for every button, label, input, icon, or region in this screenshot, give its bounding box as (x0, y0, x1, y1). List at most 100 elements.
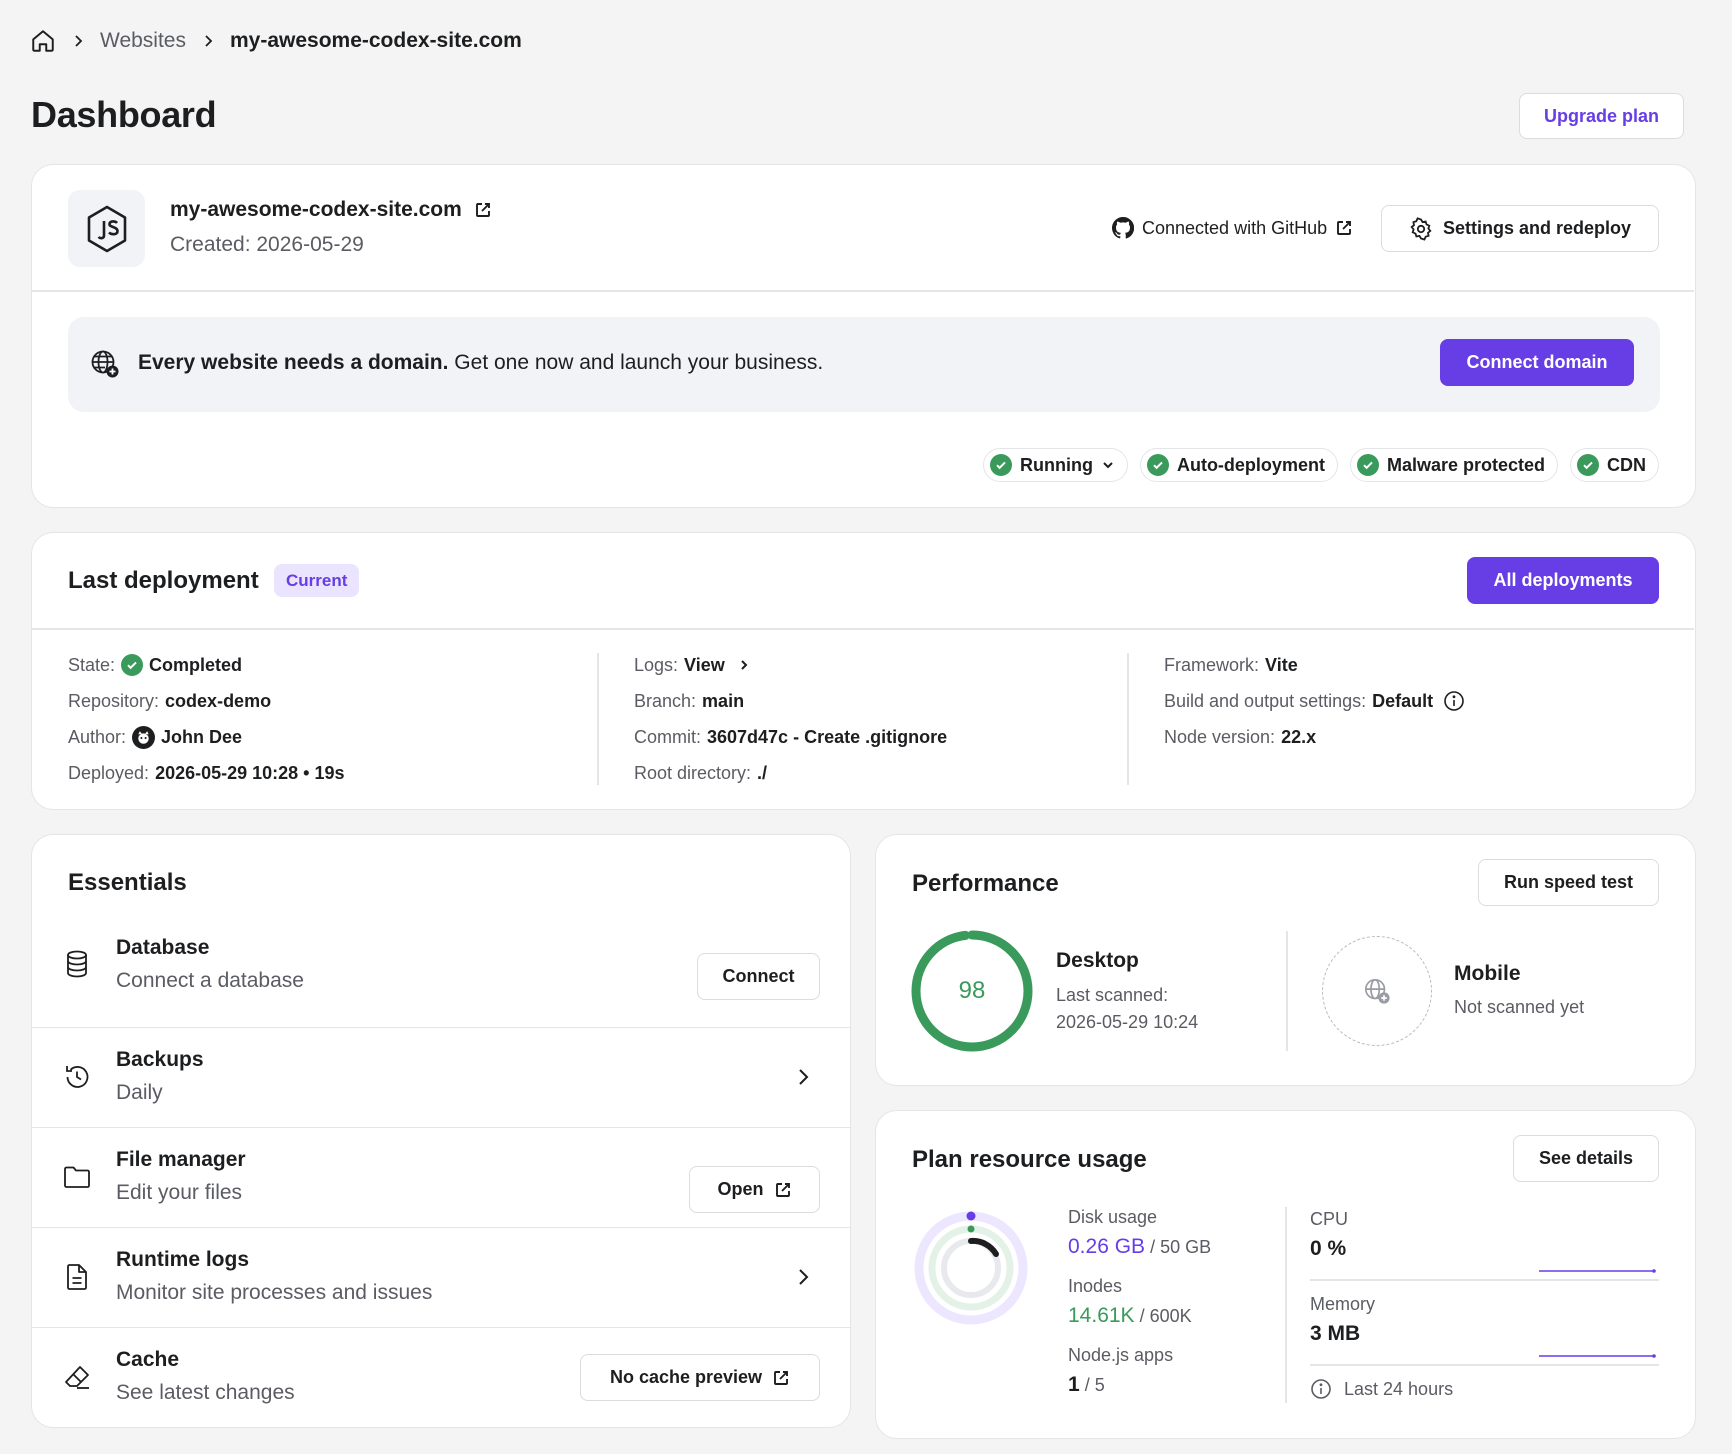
chevron-right-icon (200, 33, 216, 49)
deploy-framework: Framework: Vite (1164, 652, 1465, 678)
check-circle-icon (1356, 454, 1379, 476)
settings-redeploy-button[interactable]: Settings and redeploy (1381, 205, 1659, 252)
chip-label: Malware protected (1386, 454, 1545, 475)
kv-value: John Dee (161, 726, 243, 747)
info-icon[interactable] (1443, 690, 1465, 712)
essentials-item-desc: See latest changes (116, 1381, 295, 1404)
divider (1310, 1279, 1659, 1281)
check-circle-icon (989, 454, 1012, 476)
kv-value: 2026-05-29 10:28 • 19s (155, 762, 345, 783)
resource-rings (912, 1209, 1030, 1327)
desktop-scanned-at: 2026-05-29 10:24 (1056, 1012, 1199, 1032)
chip-label: Auto-deployment (1176, 454, 1325, 475)
chevron-right-icon[interactable] (795, 1267, 811, 1287)
essentials-item-name: File manager (116, 1148, 246, 1171)
domain-banner: Every website needs a domain. Get one no… (68, 317, 1660, 412)
chevron-right-icon (737, 658, 751, 672)
external-link-icon (772, 1369, 790, 1387)
chevron-right-icon[interactable] (795, 1067, 811, 1087)
history-icon (62, 1062, 92, 1092)
upgrade-plan-button[interactable]: Upgrade plan (1519, 93, 1684, 139)
kv-value: codex-demo (165, 690, 272, 711)
deployment-col-2: Logs: View Branch: main Commit: 3607d47c… (634, 652, 947, 786)
desktop-score-gauge: 98 (910, 929, 1034, 1053)
breadcrumb-websites[interactable]: Websites (100, 29, 186, 52)
kv-key: Branch: (634, 690, 697, 711)
memory-label: Memory (1310, 1294, 1376, 1314)
deployment-col-3: Framework: Vite Build and output setting… (1164, 652, 1465, 750)
status-chip-cdn: CDN (1570, 448, 1659, 482)
external-link-icon (1335, 219, 1353, 237)
mobile-label: Mobile (1454, 962, 1521, 985)
deploy-state: State: Completed (68, 652, 345, 678)
node-apps-label: Node.js apps (1068, 1345, 1174, 1365)
run-speed-test-button[interactable]: Run speed test (1478, 859, 1659, 906)
memory-value: 3 MB (1310, 1322, 1361, 1345)
connect-database-button[interactable]: Connect (697, 953, 820, 1000)
desktop-scanned-label: Last scanned: (1056, 985, 1169, 1005)
kv-value: Vite (1265, 654, 1298, 675)
github-link[interactable]: Connected with GitHub (1112, 217, 1353, 239)
all-deployments-button[interactable]: All deployments (1467, 557, 1659, 604)
deploy-commit: Commit: 3607d47c - Create .gitignore (634, 724, 947, 750)
deploy-node-version: Node version: 22.x (1164, 724, 1465, 750)
disk-usage-label: Disk usage (1068, 1207, 1158, 1227)
globe-plus-icon (1363, 977, 1391, 1005)
deploy-root-directory: Root directory: ./ (634, 760, 947, 786)
kv-value: 3607d47c - Create .gitignore (707, 726, 948, 747)
connect-domain-button[interactable]: Connect domain (1440, 339, 1634, 386)
divider (1285, 1207, 1287, 1403)
status-chip-malware: Malware protected (1349, 448, 1558, 482)
site-name-text: my-awesome-codex-site.com (170, 198, 462, 221)
kv-key: Root directory: (634, 762, 752, 783)
check-circle-icon (1146, 454, 1169, 476)
site-card: my-awesome-codex-site.com Created: 2026-… (31, 164, 1696, 508)
period-label: Last 24 hours (1344, 1378, 1454, 1399)
divider (1286, 931, 1288, 1051)
chevron-right-icon (70, 33, 86, 49)
plan-usage-card: Plan resource usage See details Disk usa… (875, 1110, 1696, 1439)
kv-key: Repository: (68, 690, 160, 711)
divider (597, 653, 599, 785)
kv-key: Author: (68, 726, 127, 747)
file-icon (62, 1262, 92, 1292)
breadcrumb-current: my-awesome-codex-site.com (229, 29, 522, 52)
no-cache-preview-button[interactable]: No cache preview (580, 1354, 820, 1401)
kv-value: 22.x (1281, 726, 1317, 747)
gear-icon (1409, 216, 1433, 241)
deployment-card: Last deployment Current All deployments … (31, 532, 1696, 810)
node-apps-used: 1 (1068, 1373, 1080, 1396)
open-label: Open (717, 1179, 764, 1199)
home-icon[interactable] (30, 28, 56, 54)
essentials-row-runtime-logs[interactable]: Runtime logs Monitor site processes and … (32, 1227, 850, 1327)
chip-label: Running (1019, 454, 1093, 475)
cpu-value: 0 % (1310, 1237, 1347, 1260)
essentials-row-file-manager: File manager Edit your files Open (32, 1127, 850, 1227)
mobile-score-placeholder (1322, 936, 1432, 1046)
kv-value: Default (1372, 690, 1434, 711)
site-name[interactable]: my-awesome-codex-site.com (170, 198, 492, 222)
kv-key: Node version: (1164, 726, 1276, 747)
chevron-down-icon (1101, 458, 1115, 472)
performance-card: Performance Run speed test 98 Desktop La… (875, 834, 1696, 1086)
period-note: Last 24 hours (1310, 1378, 1453, 1400)
nodejs-icon (68, 190, 145, 267)
desktop-score: 98 (958, 977, 986, 1004)
essentials-item-name: Backups (116, 1048, 204, 1071)
deploy-repository: Repository: codex-demo (68, 688, 345, 714)
see-details-button[interactable]: See details (1513, 1135, 1659, 1182)
eraser-icon (62, 1362, 92, 1392)
check-circle-icon (1577, 454, 1599, 476)
essentials-row-backups[interactable]: Backups Daily (32, 1027, 850, 1127)
deploy-logs[interactable]: Logs: View (634, 652, 947, 678)
kv-value: main (702, 690, 745, 711)
logs-view-link[interactable]: View (684, 654, 725, 675)
external-link-icon[interactable] (474, 201, 492, 219)
status-chip-running[interactable]: Running (982, 448, 1128, 482)
inodes-total: / 600K (1139, 1306, 1192, 1326)
essentials-card: Essentials Database Connect a database C… (31, 834, 851, 1428)
essentials-item-desc: Connect a database (116, 969, 304, 992)
cpu-sparkline (1538, 1261, 1658, 1273)
check-circle-icon (121, 654, 144, 676)
open-file-manager-button[interactable]: Open (689, 1166, 820, 1213)
